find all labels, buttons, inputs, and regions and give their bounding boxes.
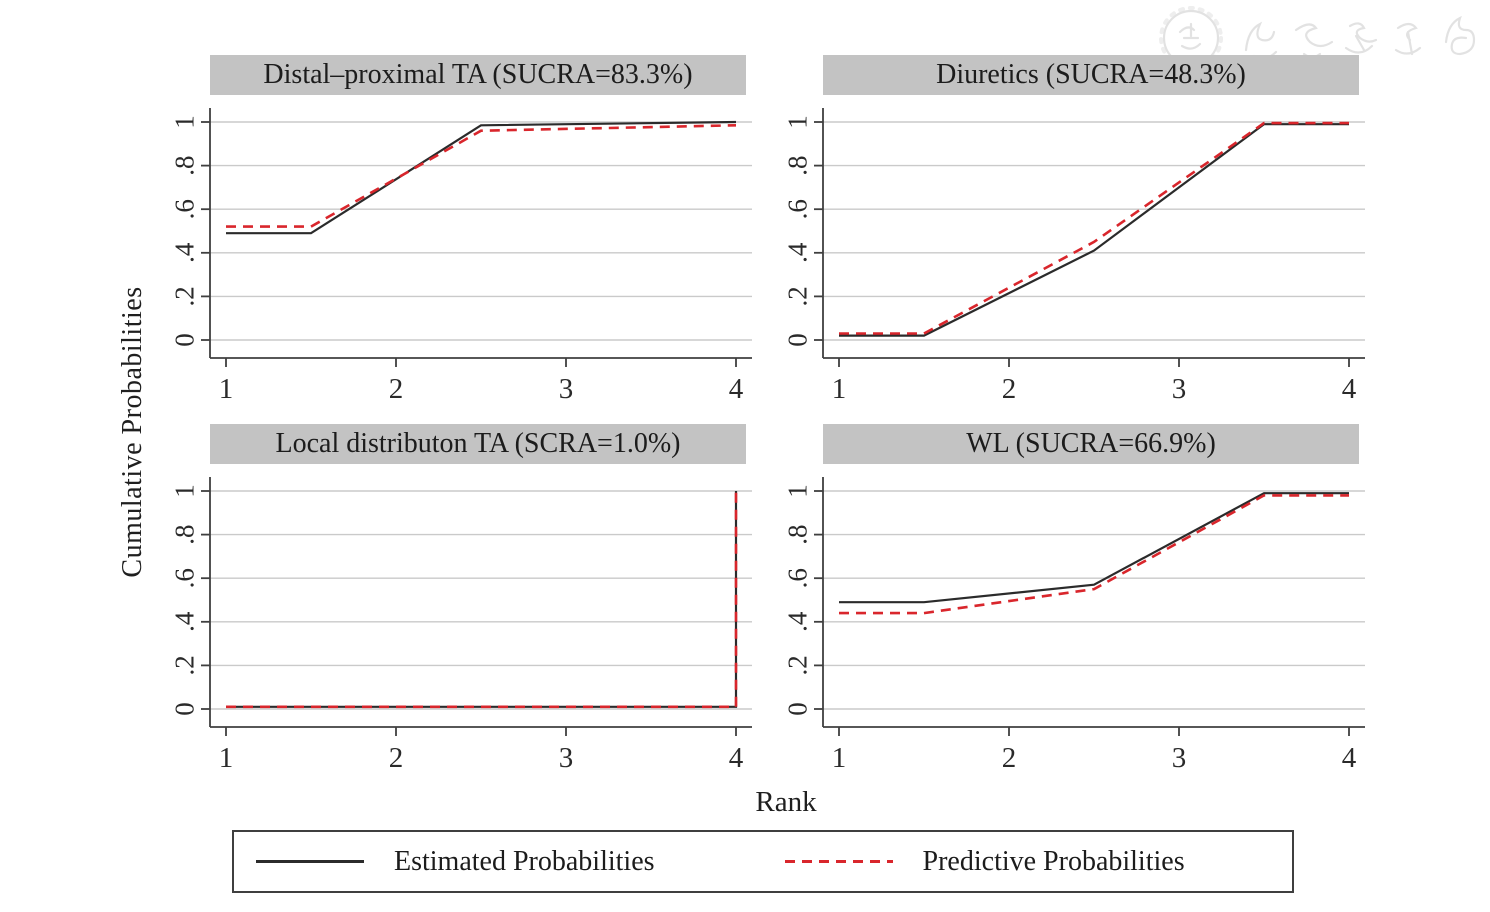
svg-text:.2: .2 — [169, 286, 199, 306]
svg-text:3: 3 — [559, 373, 574, 405]
legend-item-estimated: Estimated Probabilities — [256, 846, 655, 878]
svg-text:3: 3 — [1172, 373, 1187, 405]
svg-text:.8: .8 — [782, 524, 812, 544]
svg-text:.2: .2 — [782, 655, 812, 675]
panel-diuretics: Diuretics (SUCRA=48.3%) 0 .2 .4 .6 .8 1 1 2 3 4 — [773, 55, 1365, 405]
panel-wl: WL (SUCRA=66.9%) 0 .2 .4 .6 .8 1 1 2 3 4 — [773, 424, 1365, 774]
svg-text:2: 2 — [1002, 742, 1017, 774]
svg-text:.4: .4 — [169, 242, 199, 263]
svg-text:3: 3 — [559, 742, 574, 774]
svg-text:.6: .6 — [169, 199, 199, 219]
svg-text:.6: .6 — [169, 568, 199, 588]
svg-text:.8: .8 — [169, 155, 199, 175]
svg-text:2: 2 — [389, 742, 404, 774]
svg-text:2: 2 — [1002, 373, 1017, 405]
panel-plot: 0 .2 .4 .6 .8 1 1 2 3 4 — [782, 108, 1365, 405]
panel-plot: 0 .2 .4 .6 .8 1 1 2 3 4 — [169, 477, 752, 774]
svg-text:.2: .2 — [782, 286, 812, 306]
panel-local-distributon-ta: Local distributon TA (SCRA=1.0%) 0 .2 .4 .6… — [160, 424, 752, 774]
svg-text:2: 2 — [389, 373, 404, 405]
svg-text:.4: .4 — [782, 242, 812, 263]
x-axis-title: Rank — [755, 786, 817, 818]
svg-text:.6: .6 — [782, 199, 812, 219]
svg-text:1: 1 — [782, 484, 812, 498]
svg-text:.8: .8 — [782, 155, 812, 175]
legend-box: Estimated Probabilities Predictive Proba… — [232, 830, 1294, 893]
legend-label: Estimated Probabilities — [394, 845, 655, 877]
svg-text:3: 3 — [1172, 742, 1187, 774]
svg-text:1: 1 — [169, 115, 199, 129]
svg-text:4: 4 — [729, 373, 744, 405]
svg-text:0: 0 — [169, 333, 199, 347]
panel-title: WL (SUCRA=66.9%) — [823, 424, 1359, 464]
svg-text:0: 0 — [782, 333, 812, 347]
panel-plot: 0 .2 .4 .6 .8 1 1 2 3 4 — [169, 108, 752, 405]
svg-text:.6: .6 — [782, 568, 812, 588]
svg-text:.2: .2 — [169, 655, 199, 675]
y-axis-title: Cumulative Probabilities — [117, 286, 148, 578]
solid-line-sample — [256, 860, 364, 863]
svg-text:1: 1 — [832, 373, 847, 405]
legend-item-predictive: Predictive Probabilities — [784, 845, 1185, 878]
svg-text:.4: .4 — [169, 611, 199, 632]
svg-text:.4: .4 — [782, 611, 812, 632]
svg-text:1: 1 — [169, 484, 199, 498]
dashed-line-sample — [784, 860, 893, 863]
svg-text:4: 4 — [1342, 373, 1357, 405]
svg-text:0: 0 — [782, 702, 812, 716]
legend-label: Predictive Probabilities — [922, 845, 1185, 877]
svg-text:1: 1 — [832, 742, 847, 774]
svg-text:4: 4 — [729, 742, 744, 774]
panel-distal-proximal-ta: Distal–proximal TA (SUCRA=83.3%) 0 .2 .4 .6… — [160, 55, 752, 405]
svg-text:.8: .8 — [169, 524, 199, 544]
panel-title: Local distributon TA (SCRA=1.0%) — [210, 424, 746, 464]
svg-text:1: 1 — [219, 373, 234, 405]
svg-text:1: 1 — [782, 115, 812, 129]
panel-title: Diuretics (SUCRA=48.3%) — [823, 55, 1359, 95]
svg-text:4: 4 — [1342, 742, 1357, 774]
svg-text:1: 1 — [219, 742, 234, 774]
panel-plot: 0 .2 .4 .6 .8 1 1 2 3 4 — [782, 477, 1365, 774]
panel-title: Distal–proximal TA (SUCRA=83.3%) — [210, 55, 746, 95]
svg-text:0: 0 — [169, 702, 199, 716]
